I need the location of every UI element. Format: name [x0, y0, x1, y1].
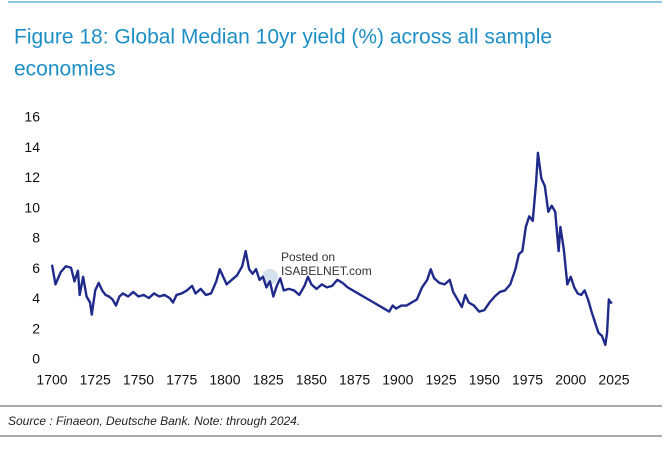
x-tick-label: 1975: [512, 372, 543, 388]
x-tick-label: 2025: [598, 372, 629, 388]
y-tick-label: 10: [24, 199, 40, 215]
chart-title: Figure 18: Global Median 10yr yield (%) …: [14, 26, 552, 49]
y-tick-label: 2: [32, 320, 40, 336]
x-tick-label: 1825: [253, 372, 284, 388]
chart-title-line2: economies: [14, 58, 116, 81]
y-tick-label: 8: [32, 230, 40, 246]
data-line: [50, 151, 613, 347]
x-tick-label: 1875: [339, 372, 370, 388]
x-tick-label: 1850: [296, 372, 327, 388]
y-tick-label: 6: [32, 260, 40, 276]
x-tick-label: 1700: [36, 372, 67, 388]
x-tick-label: 1800: [209, 372, 240, 388]
y-tick-label: 0: [32, 351, 40, 367]
source: Source : Finaeon, Deutsche Bank. Note: t…: [8, 414, 300, 428]
x-tick-label: 1750: [123, 372, 154, 388]
x-tick-label: 1775: [166, 372, 197, 388]
y-tick-label: 16: [24, 109, 40, 125]
y-tick-label: 14: [24, 139, 40, 155]
x-tick-label: 1925: [425, 372, 456, 388]
x-tick-label: 1950: [469, 372, 500, 388]
watermark-icon: [262, 269, 278, 285]
x-tick-label: 1900: [382, 372, 413, 388]
x-tick-label: 2000: [555, 372, 586, 388]
watermark: Posted on: [281, 250, 335, 264]
x-tick-label: 1725: [80, 372, 111, 388]
y-tick-label: 12: [24, 169, 40, 185]
watermark: ISABELNET.com: [281, 264, 372, 278]
y-tick-label: 4: [32, 290, 40, 306]
